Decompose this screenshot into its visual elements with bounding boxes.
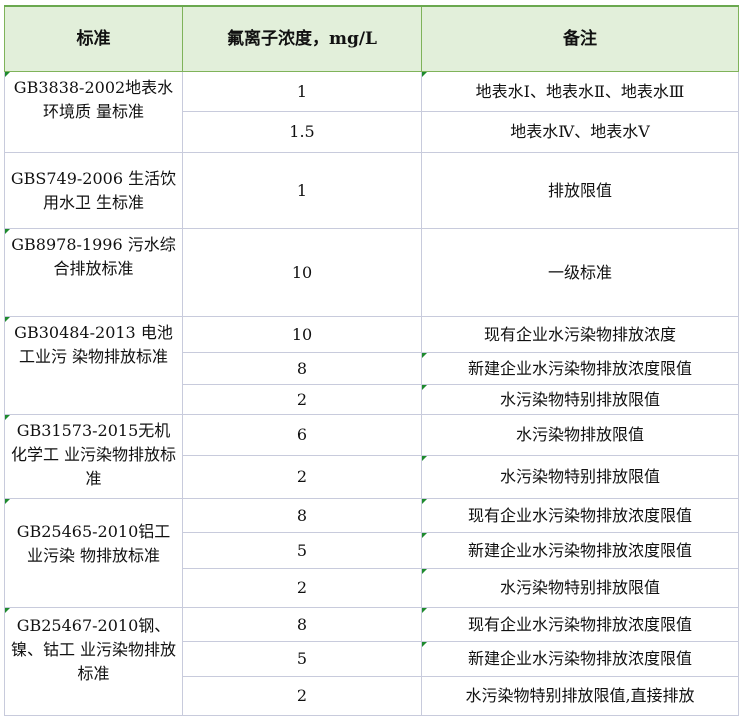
standard-cell[interactable]: GB25467-2010钢、镍、钴工 业污染物排放标准 — [4, 607, 183, 716]
value-cell[interactable]: 8 — [182, 352, 422, 385]
value-cell[interactable]: 2 — [182, 455, 422, 499]
header-standard[interactable]: 标准 — [4, 5, 183, 72]
header-concentration[interactable]: 氟离子浓度，mg/L — [182, 5, 422, 72]
remark-cell[interactable]: 水污染物特别排放限值,直接排放 — [421, 676, 739, 716]
value-cell[interactable]: 1 — [182, 152, 422, 229]
table-row: 2 水污染物特别排放限值,直接排放 — [5, 676, 739, 716]
remark-cell[interactable]: 现有企业水污染物排放浓度限值 — [421, 498, 739, 533]
table-row: GB25465-2010铝工业污染 物排放标准 8 现有企业水污染物排放浓度限值 — [4, 498, 739, 608]
standard-cell[interactable]: GB8978-1996 污水综合排放标准 — [4, 228, 183, 317]
standard-cell[interactable]: GBS749-2006 生活饮用水卫 生标准 — [4, 152, 183, 229]
standard-cell[interactable]: GB31573-2015无机化学工 业污染物排放标准 — [4, 414, 183, 499]
table-row: 2 水污染物特别排放限值 — [5, 455, 739, 499]
value-cell[interactable]: 2 — [182, 676, 422, 716]
table-row: 2 水污染物特别排放限值 — [5, 384, 739, 415]
header-row: 标准 氟离子浓度，mg/L 备注 — [4, 5, 739, 72]
table-row: GBS749-2006 生活饮用水卫 生标准 1 排放限值 — [4, 152, 739, 229]
value-cell[interactable]: 5 — [182, 641, 422, 677]
value-cell[interactable]: 2 — [182, 384, 422, 415]
remark-cell[interactable]: 地表水Ⅳ、地表水Ⅴ — [421, 111, 739, 153]
remark-cell[interactable]: 水污染物排放限值 — [421, 414, 739, 456]
remark-cell[interactable]: 新建企业水污染物排放浓度限值 — [421, 352, 739, 385]
fluoride-standards-table: 标准 氟离子浓度，mg/L 备注 GB3838-2002地表水环境质 量标准 1… — [4, 5, 739, 716]
value-cell[interactable]: 5 — [182, 532, 422, 569]
remark-cell[interactable]: 水污染物特别排放限值 — [421, 455, 739, 499]
value-cell[interactable]: 8 — [182, 607, 422, 642]
value-cell[interactable]: 8 — [182, 498, 422, 533]
standard-cell[interactable]: GB25465-2010铝工业污染 物排放标准 — [4, 498, 183, 608]
table-row: GB3838-2002地表水环境质 量标准 1 地表水Ⅰ、地表水Ⅱ、地表水Ⅲ — [4, 71, 739, 153]
table-row: 2 水污染物特别排放限值 — [5, 568, 739, 608]
remark-cell[interactable]: 现有企业水污染物排放浓度限值 — [421, 607, 739, 642]
remark-cell[interactable]: 水污染物特别排放限值 — [421, 568, 739, 608]
remark-cell[interactable]: 现有企业水污染物排放浓度 — [421, 316, 739, 353]
remark-cell[interactable]: 水污染物特别排放限值 — [421, 384, 739, 415]
header-remarks[interactable]: 备注 — [421, 5, 739, 72]
remark-cell[interactable]: 排放限值 — [421, 152, 739, 229]
remark-cell[interactable]: 地表水Ⅰ、地表水Ⅱ、地表水Ⅲ — [421, 71, 739, 112]
value-cell[interactable]: 1 — [182, 71, 422, 112]
remark-cell[interactable]: 新建企业水污染物排放浓度限值 — [421, 532, 739, 569]
remark-cell[interactable]: 一级标准 — [421, 228, 739, 317]
table-row: GB25467-2010钢、镍、钴工 业污染物排放标准 8 现有企业水污染物排放… — [4, 607, 739, 716]
standard-cell[interactable]: GB30484-2013 电池工业污 染物排放标准 — [4, 316, 183, 415]
remark-cell[interactable]: 新建企业水污染物排放浓度限值 — [421, 641, 739, 677]
value-cell[interactable]: 10 — [182, 228, 422, 317]
value-cell[interactable]: 6 — [182, 414, 422, 456]
table-row: GB31573-2015无机化学工 业污染物排放标准 6 水污染物排放限值 — [4, 414, 739, 499]
table-row: GB8978-1996 污水综合排放标准 10 一级标准 — [4, 228, 739, 317]
table-row: GB30484-2013 电池工业污 染物排放标准 10 现有企业水污染物排放浓… — [4, 316, 739, 415]
standard-cell[interactable]: GB3838-2002地表水环境质 量标准 — [4, 71, 183, 153]
value-cell[interactable]: 1.5 — [182, 111, 422, 153]
value-cell[interactable]: 10 — [182, 316, 422, 353]
table-row: 1.5 地表水Ⅳ、地表水Ⅴ — [5, 111, 739, 153]
value-cell[interactable]: 2 — [182, 568, 422, 608]
